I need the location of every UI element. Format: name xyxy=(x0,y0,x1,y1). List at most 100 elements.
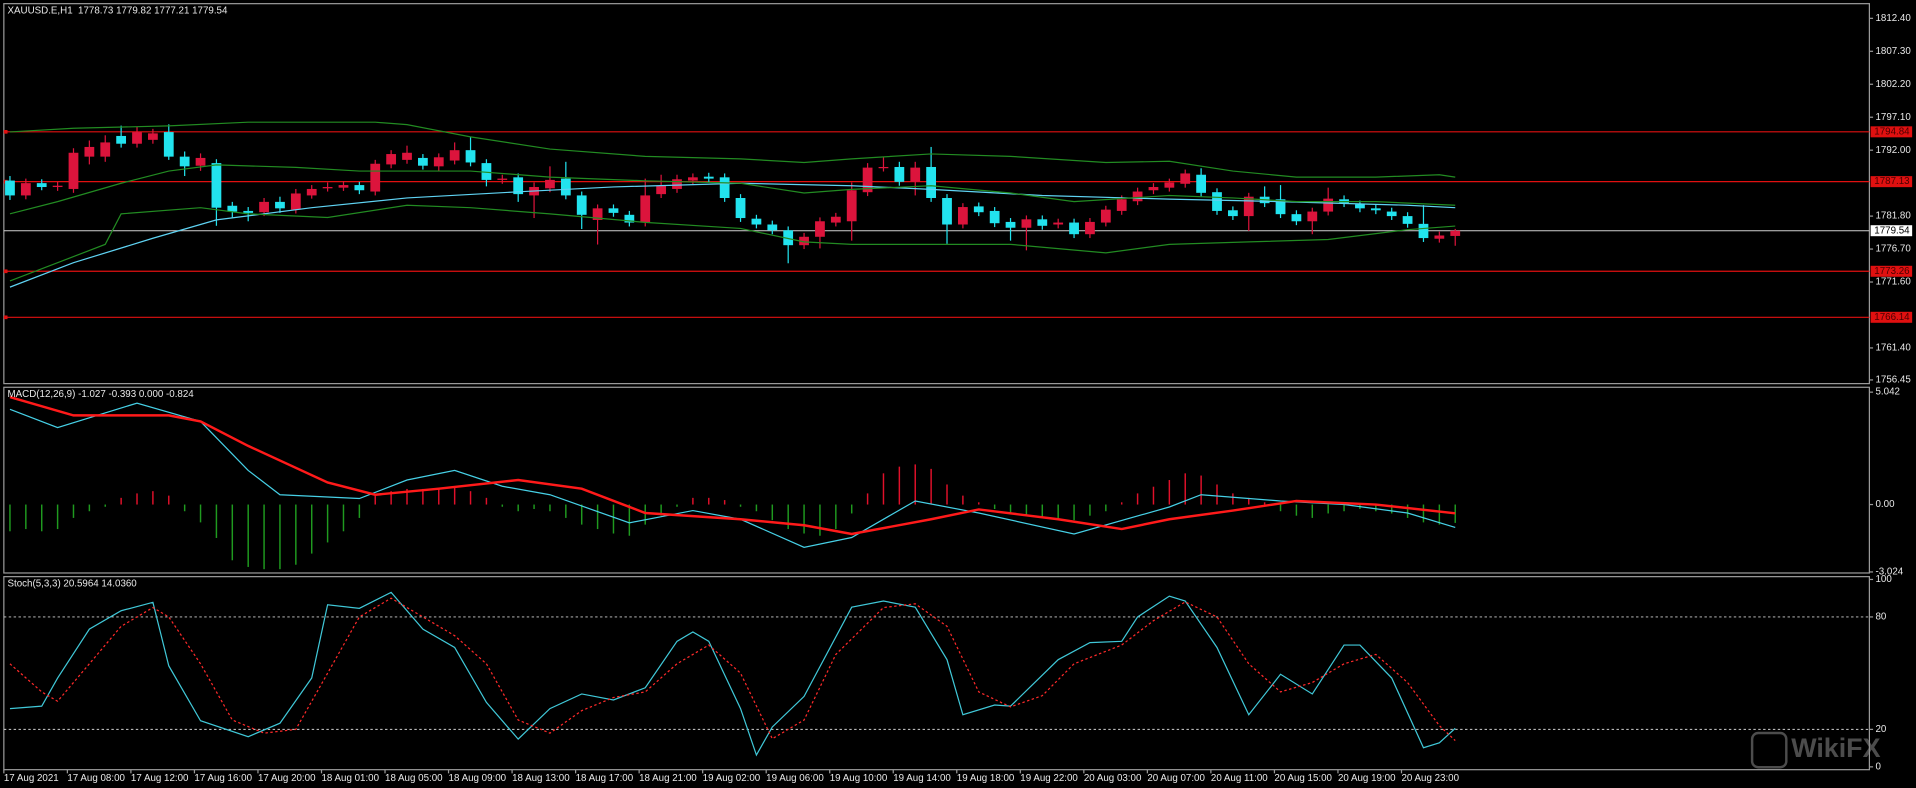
price-level-label: 1787.13 xyxy=(1874,176,1909,187)
candle-body xyxy=(688,177,698,181)
candle-body xyxy=(926,166,937,199)
indicator-line xyxy=(9,395,1456,536)
panel-frame xyxy=(3,386,1871,574)
price-level-label: 1766.14 xyxy=(1874,312,1910,323)
x-tick-label: 20 Aug 19:00 xyxy=(1338,773,1396,784)
price-level-marker xyxy=(3,129,8,134)
candle-body xyxy=(545,179,555,189)
x-tick-label: 18 Aug 05:00 xyxy=(385,773,443,784)
candle-body xyxy=(751,218,762,225)
candle-body xyxy=(465,150,476,163)
candle-body xyxy=(1100,209,1111,223)
candle-body xyxy=(84,146,95,157)
indicator-line xyxy=(9,164,1456,215)
candle-body xyxy=(386,154,397,165)
indicator-line xyxy=(9,182,1456,288)
x-tick-label: 17 Aug 16:00 xyxy=(194,773,252,784)
candle-body xyxy=(513,177,524,195)
last-price-label: 1779.54 xyxy=(1874,225,1910,236)
candle-body xyxy=(1370,208,1381,211)
candle-body xyxy=(846,190,857,222)
candle-body xyxy=(1005,221,1016,228)
candle-body xyxy=(719,177,730,199)
y-tick-label: 100 xyxy=(1876,574,1893,585)
candle-body xyxy=(132,132,142,144)
x-tick-label: 17 Aug 12:00 xyxy=(131,773,189,784)
candle-body xyxy=(592,208,603,220)
y-tick-label: 1756.45 xyxy=(1876,375,1912,386)
candle-body xyxy=(560,178,571,196)
price-level-tag xyxy=(1870,176,1913,188)
panel-title: XAUUSD.E,H1 1778.73 1779.82 1777.21 1779… xyxy=(8,6,228,17)
x-tick-label: 17 Aug 08:00 xyxy=(67,773,125,784)
x-tick-label: 19 Aug 10:00 xyxy=(830,773,888,784)
price-level-label: 1773.26 xyxy=(1874,266,1909,277)
x-tick-label: 20 Aug 23:00 xyxy=(1401,773,1459,784)
candle-body xyxy=(481,163,492,180)
candle-body xyxy=(1386,211,1397,217)
candle-body xyxy=(211,163,222,208)
candle-body xyxy=(624,214,635,223)
watermark-logo xyxy=(1750,731,1788,769)
x-tick-label: 20 Aug 03:00 xyxy=(1084,773,1142,784)
candle-body xyxy=(703,176,714,179)
indicator-line xyxy=(9,591,1456,757)
candle-body xyxy=(910,167,921,182)
candle-body xyxy=(862,167,873,193)
candle-body xyxy=(418,157,428,166)
candle-body xyxy=(338,185,349,188)
y-tick-label: 5.042 xyxy=(1876,387,1900,398)
panel-title: MACD(12,26,9) -1.027 -0.393 0.000 -0.824 xyxy=(8,389,195,400)
candle-body xyxy=(735,198,746,219)
candle-body xyxy=(815,221,825,237)
candle-body xyxy=(1085,221,1095,235)
candle-body xyxy=(640,195,651,223)
x-tick-label: 20 Aug 15:00 xyxy=(1274,773,1332,784)
candle-body xyxy=(259,201,269,213)
candle-body xyxy=(163,132,174,157)
y-tick-label: 1812.40 xyxy=(1876,13,1912,24)
price-level-tag xyxy=(1870,126,1913,138)
candle-body xyxy=(1132,191,1143,202)
candle-body xyxy=(1450,230,1461,236)
x-tick-label: 19 Aug 06:00 xyxy=(766,773,824,784)
candle-body xyxy=(148,133,158,140)
candle-body xyxy=(1418,223,1429,239)
candle-body xyxy=(1402,216,1413,224)
x-tick-label: 17 Aug 20:00 xyxy=(258,773,316,784)
x-tick-label: 17 Aug 2021 xyxy=(4,773,59,784)
candle-body xyxy=(433,157,444,167)
y-tick-label: 1807.30 xyxy=(1876,46,1912,57)
candle-body xyxy=(195,157,206,166)
indicator-line xyxy=(9,402,1456,548)
y-tick-label: 1776.70 xyxy=(1876,244,1912,255)
candle-body xyxy=(656,185,667,195)
candle-body xyxy=(1037,219,1048,226)
candle-body xyxy=(767,224,778,231)
y-tick-label: 1771.60 xyxy=(1876,277,1912,288)
x-tick-label: 19 Aug 14:00 xyxy=(893,773,951,784)
candle-body xyxy=(20,183,31,196)
panel-frame xyxy=(3,576,1871,771)
candle-body xyxy=(5,180,15,196)
y-tick-label: 1781.80 xyxy=(1876,211,1912,222)
candle-body xyxy=(275,201,285,209)
price-level-marker xyxy=(3,269,8,274)
candle-body xyxy=(1196,174,1207,193)
y-tick-label: -3.024 xyxy=(1876,567,1904,578)
candle-body xyxy=(878,166,889,169)
candle-body xyxy=(100,142,111,157)
x-tick-label: 19 Aug 18:00 xyxy=(957,773,1015,784)
candle-body xyxy=(1164,182,1175,188)
candle-body xyxy=(1355,204,1365,209)
price-level-tag xyxy=(1870,265,1913,277)
candle-body xyxy=(497,178,508,180)
candle-body xyxy=(1180,173,1191,184)
candle-body xyxy=(354,185,365,191)
candle-body xyxy=(322,187,333,189)
candle-body xyxy=(1243,196,1254,217)
indicator-line xyxy=(9,597,1456,742)
x-tick-label: 20 Aug 07:00 xyxy=(1147,773,1205,784)
x-tick-label: 18 Aug 21:00 xyxy=(639,773,697,784)
